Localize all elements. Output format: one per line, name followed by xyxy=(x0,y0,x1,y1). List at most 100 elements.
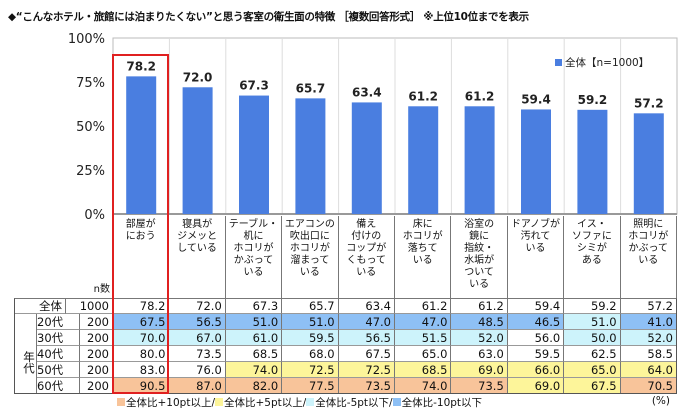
legend-swatch xyxy=(306,398,315,406)
table-cell: 47.0 xyxy=(338,314,395,330)
table-cell: 69.0 xyxy=(451,362,508,378)
legend-label: 全体比+10pt以上/ xyxy=(126,397,215,409)
legend-swatch xyxy=(392,398,401,406)
table-cell: 51.0 xyxy=(282,314,339,330)
table-cell: 51.5 xyxy=(395,330,452,346)
table-cell: 68.5 xyxy=(225,346,283,362)
bar xyxy=(351,102,382,214)
table-cell: 52.0 xyxy=(451,330,508,346)
table-cell: 59.4 xyxy=(507,298,565,314)
bar xyxy=(521,109,551,214)
table-cell: 48.5 xyxy=(451,314,508,330)
highlight-box xyxy=(112,54,170,394)
table-cell: 72.5 xyxy=(338,362,395,378)
legend-label: 全体比+5pt以上/ xyxy=(223,397,307,409)
data-label: 72.0 xyxy=(183,70,213,84)
category-label: テーブル・ 机に ホコリが かぶって いる xyxy=(226,216,283,298)
table-cell: 76.0 xyxy=(169,362,226,378)
row-label: 30代 xyxy=(37,330,80,346)
bar xyxy=(295,98,326,214)
category-label: 床に ホコリが 落ちて いる xyxy=(395,216,452,298)
table-cell: 72.5 xyxy=(282,362,339,378)
legend-swatch xyxy=(117,398,125,406)
legend-swatch xyxy=(555,59,562,66)
table-cell: 73.5 xyxy=(338,378,395,394)
highlight-legend: 全体比+10pt以上/全体比+5pt以上/全体比-5pt以下/全体比-10pt以… xyxy=(117,395,482,410)
table-cell: 41.0 xyxy=(620,314,677,330)
table-cell: 82.0 xyxy=(225,378,283,394)
table-cell: 59.5 xyxy=(282,330,339,346)
category-label: エアコンの 吹出口に ホコリが 溜まって いる xyxy=(282,216,339,298)
legend-label: 全体比-5pt以下/ xyxy=(315,397,393,409)
legend-swatch xyxy=(214,398,223,406)
table-cell: 68.0 xyxy=(282,346,339,362)
data-label: 63.4 xyxy=(352,85,382,99)
table-cell: 61.2 xyxy=(451,298,508,314)
table-cell: 61.0 xyxy=(225,330,283,346)
category-label: 備え 付けの コップが くもって いる xyxy=(339,216,395,298)
bar xyxy=(126,76,157,214)
table-cell: 63.0 xyxy=(451,346,508,362)
table-cell: 63.4 xyxy=(338,298,395,314)
n-header: n数 xyxy=(93,284,110,295)
table-cell: 67.5 xyxy=(113,314,170,330)
category-label: イス・ ソファに シミが ある xyxy=(564,216,621,298)
y-tick-label: 75% xyxy=(76,76,105,91)
table-cell: 68.5 xyxy=(395,362,452,378)
table-cell: 72.0 xyxy=(169,298,226,314)
table-cell: 65.0 xyxy=(395,346,452,362)
legend-label: 全体比-10pt以下 xyxy=(401,397,483,409)
bar xyxy=(464,106,495,214)
table-cell: 74.0 xyxy=(225,362,283,378)
legend-label: 全体【n=1000】 xyxy=(565,56,649,69)
unit-label: (%) xyxy=(651,395,670,407)
table-cell: 47.0 xyxy=(395,314,452,330)
bar xyxy=(633,113,664,214)
table-cell: 62.5 xyxy=(564,346,621,362)
bar xyxy=(577,109,608,214)
table-cell: 87.0 xyxy=(169,378,226,394)
table-cell: 59.2 xyxy=(564,298,621,314)
bar xyxy=(182,87,213,214)
category-label: 照明に ホコリが かぶって いる xyxy=(621,216,677,298)
y-tick-label: 100% xyxy=(68,32,105,47)
table-cell: 67.5 xyxy=(564,378,621,394)
category-label: ドアノブが 汚れて いる xyxy=(508,216,565,298)
table-cell: 67.0 xyxy=(169,330,226,346)
bar xyxy=(239,95,269,214)
table-cell: 56.5 xyxy=(169,314,226,330)
table-cell: 56.5 xyxy=(338,330,395,346)
table-cell: 59.5 xyxy=(507,346,565,362)
table-cell: 67.5 xyxy=(338,346,395,362)
table-cell: 51.0 xyxy=(564,314,621,330)
table-cell: 52.0 xyxy=(620,330,677,346)
table-cell: 56.0 xyxy=(507,330,565,346)
table-cell: 70.5 xyxy=(620,378,677,394)
data-label: 59.4 xyxy=(521,92,551,106)
y-tick-label: 25% xyxy=(76,164,105,179)
row-label: 20代 xyxy=(37,314,80,330)
data-label: 67.3 xyxy=(239,79,269,93)
table-cell: 67.3 xyxy=(225,298,283,314)
y-tick-label: 0% xyxy=(84,208,105,223)
data-label: 61.2 xyxy=(408,89,438,103)
row-label: 全体 xyxy=(14,298,66,314)
data-label: 57.2 xyxy=(634,96,664,110)
table-cell: 51.0 xyxy=(225,314,283,330)
row-label: 40代 xyxy=(37,346,80,362)
data-label: 65.7 xyxy=(296,81,326,95)
data-label: 61.2 xyxy=(465,89,495,103)
data-label: 59.2 xyxy=(578,93,608,107)
category-label: 浴室の 鏡に 指紋・ 水垢が ついて いる xyxy=(451,216,508,298)
category-label: 寝具が ジメッと している xyxy=(169,216,226,298)
row-label: 50代 xyxy=(37,362,80,378)
table-cell: 64.0 xyxy=(620,362,677,378)
data-label: 78.2 xyxy=(126,59,156,73)
table-cell: 65.0 xyxy=(564,362,621,378)
table-frame xyxy=(14,298,677,394)
table-cell: 61.2 xyxy=(395,298,452,314)
table-cell: 70.0 xyxy=(113,330,170,346)
chart-title: ◆“こんなホテル・旅館には泊まりたくない”と思う客室の衛生面の特徴 ［複数回答形… xyxy=(8,11,529,23)
y-tick-label: 50% xyxy=(76,120,105,135)
